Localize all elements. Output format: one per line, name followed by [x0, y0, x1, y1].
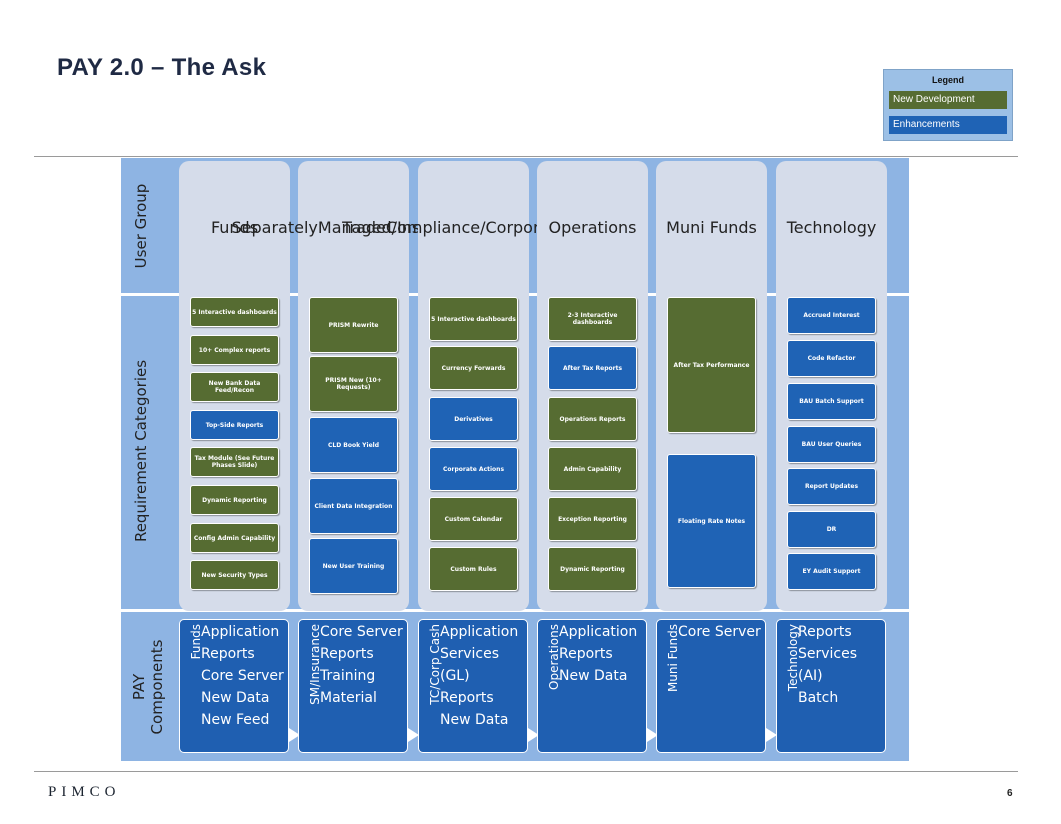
header-divider — [34, 156, 1018, 157]
requirement-box: 5 Interactive dashboards — [429, 297, 518, 341]
legend-title: Legend — [931, 75, 964, 85]
component-item: Application — [559, 624, 638, 640]
component-item: Training — [320, 668, 376, 684]
requirement-box: Admin Capability — [548, 447, 637, 491]
requirement-box: Report Updates — [787, 468, 876, 505]
user-group-header-line: Separately — [231, 218, 318, 237]
requirement-box: Exception Reporting — [548, 497, 637, 541]
requirement-box: Operations Reports — [548, 397, 637, 441]
requirement-box: BAU Batch Support — [787, 383, 876, 420]
requirement-box: 10+ Complex reports — [190, 335, 279, 365]
component-item: Core Server — [678, 624, 761, 640]
component-item: New Data — [201, 690, 270, 706]
component-item: Services — [798, 646, 858, 662]
pay-components-label-line: PAY — [130, 673, 148, 701]
requirement-box: Floating Rate Notes — [667, 454, 756, 588]
requirement-box: Tax Module (See Future Phases Slide) — [190, 447, 279, 477]
page-number: 6 — [1007, 788, 1013, 799]
flow-arrow — [528, 728, 539, 742]
requirement-box: Dynamic Reporting — [190, 485, 279, 515]
requirement-box: Accrued Interest — [787, 297, 876, 334]
requirement-box: Config Admin Capability — [190, 523, 279, 553]
requirement-box: New User Training — [309, 538, 398, 594]
row-label-user-group: User Group — [132, 183, 150, 269]
row-label-requirement-categories: Requirement Categories — [132, 359, 150, 543]
legend-item-new-development: New Development — [889, 91, 1007, 109]
requirement-box: After Tax Performance — [667, 297, 756, 433]
component-item: Services — [440, 646, 500, 662]
flow-arrow — [408, 728, 419, 742]
requirement-box: 2-3 Interactive dashboards — [548, 297, 637, 341]
requirement-box: EY Audit Support — [787, 553, 876, 590]
requirement-box: Derivatives — [429, 397, 518, 441]
flow-arrow — [766, 728, 777, 742]
component-item: New Data — [559, 668, 628, 684]
user-group-header-line: Trade — [342, 218, 386, 237]
component-item: New Feed — [201, 712, 270, 728]
requirement-box: Custom Calendar — [429, 497, 518, 541]
component-item: Application — [201, 624, 280, 640]
user-group-header: Muni Funds — [656, 161, 767, 295]
requirement-box: Code Refactor — [787, 340, 876, 377]
pay-component-box: Funds Application Reports Core Server New Da… — [179, 619, 289, 753]
flow-arrow — [289, 728, 300, 742]
component-item: (AI) — [798, 668, 823, 684]
page-title: PAY 2.0 – The Ask — [57, 54, 267, 81]
requirement-box: New Bank Data Feed/Recon — [190, 372, 279, 402]
requirement-box: BAU User Queries — [787, 426, 876, 463]
component-item: Application — [440, 624, 519, 640]
user-group-header: Operations — [537, 161, 648, 295]
user-group-header-line: Funds — [210, 218, 259, 237]
legend: Legend New Development Enhancements — [883, 69, 1013, 141]
user-group-header-line: Technology — [786, 218, 877, 237]
requirement-box: Corporate Actions — [429, 447, 518, 491]
requirement-box: Currency Forwards — [429, 346, 518, 390]
requirement-box: Client Data Integration — [309, 478, 398, 534]
requirement-box: CLD Book Yield — [309, 417, 398, 473]
component-item: Reports — [320, 646, 374, 662]
footer-divider — [34, 771, 1018, 772]
component-item: Material — [320, 690, 377, 706]
requirement-box: Custom Rules — [429, 547, 518, 591]
component-item: Core Server — [320, 624, 403, 640]
requirement-box: 5 Interactive dashboards — [190, 297, 279, 327]
pay-component-box: Technology Reports Services (AI) Batch — [776, 619, 886, 753]
user-group-header-line: Operations — [548, 218, 637, 237]
requirement-box: Top-Side Reports — [190, 410, 279, 440]
user-group-header: Technology — [776, 161, 887, 295]
requirement-box: New Security Types — [190, 560, 279, 590]
requirement-box: PRISM New (10+ Requests) — [309, 356, 398, 412]
pay-component-box: SM/Insurance Core Server Reports Training Ma… — [298, 619, 408, 753]
component-item: Core Server — [201, 668, 284, 684]
component-item: Reports — [559, 646, 613, 662]
component-item: (GL) — [440, 668, 470, 684]
requirement-box: PRISM Rewrite — [309, 297, 398, 353]
pay-component-box: TC/Corp Cash Application Services (GL) Repor… — [418, 619, 528, 753]
requirement-box: After Tax Reports — [548, 346, 637, 390]
flow-arrow — [647, 728, 658, 742]
component-item: Reports — [201, 646, 255, 662]
legend-item-enhancements: Enhancements — [889, 116, 1007, 134]
requirement-box: Dynamic Reporting — [548, 547, 637, 591]
user-group-header-line: Muni Funds — [666, 218, 757, 237]
component-item: New Data — [440, 712, 509, 728]
component-item: Reports — [440, 690, 494, 706]
component-item: Batch — [798, 690, 839, 706]
user-group-header-line: Compliance/ — [385, 218, 486, 237]
pimco-logo: PIMCO — [48, 784, 121, 800]
requirement-box: DR — [787, 511, 876, 548]
pay-components-label-line: Components — [148, 639, 166, 735]
user-group-header-line: Managed/ — [317, 218, 397, 237]
pay-component-box: Muni Funds Core Server — [656, 619, 766, 753]
pay-component-box: Operations Application Reports New Data — [537, 619, 647, 753]
component-item: Reports — [798, 624, 852, 640]
user-group-header: Funds — [179, 161, 290, 295]
